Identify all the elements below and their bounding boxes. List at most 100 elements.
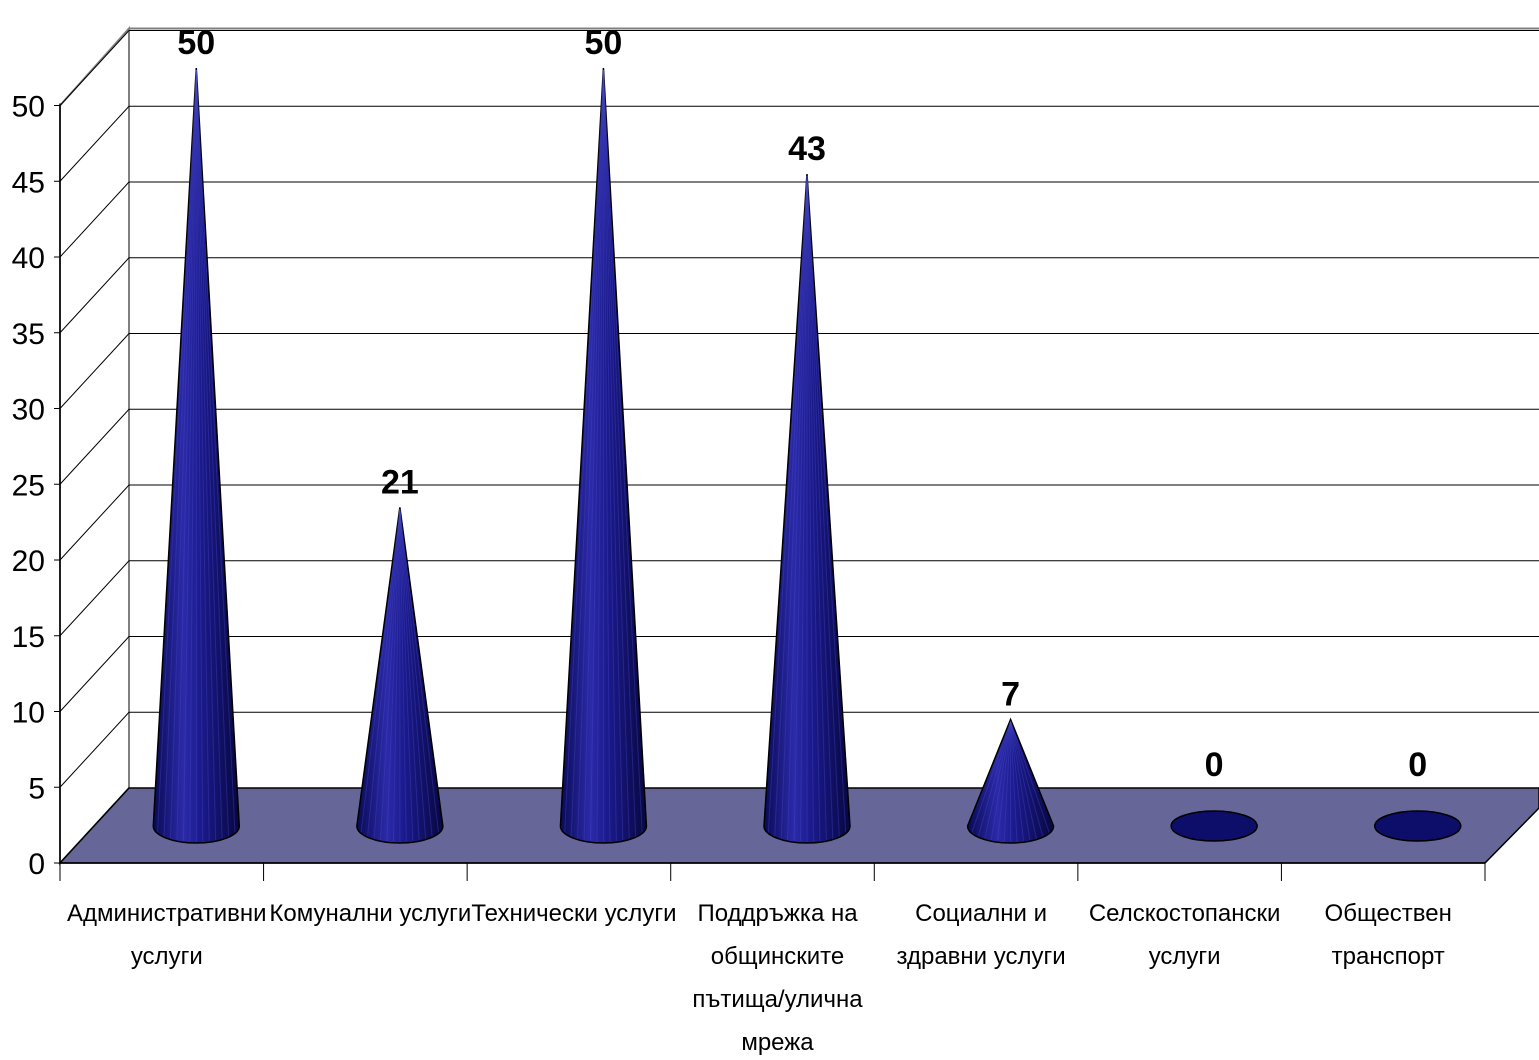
cone-streak	[195, 69, 223, 839]
y-tick-label: 10	[12, 697, 45, 730]
cone-streak	[787, 176, 808, 841]
cone-streak	[602, 69, 624, 841]
cone	[356, 507, 444, 844]
cone-streak	[189, 69, 197, 842]
back-wall	[129, 28, 1539, 788]
cone-streak	[157, 69, 197, 833]
category-label: Социални и здравни услуги	[896, 900, 1065, 970]
cone-streak	[806, 176, 827, 841]
cone-streak	[399, 509, 433, 837]
category-label: Поддръжка на общинските пътища/улична мрежа	[692, 900, 863, 1056]
cone-streak	[1010, 721, 1031, 841]
y-tick-label: 50	[12, 91, 45, 124]
cones	[152, 67, 1462, 844]
category-label: Селскостопански услуги	[1089, 900, 1281, 970]
gridline-side	[59, 105, 130, 182]
cone-streak	[774, 176, 808, 837]
cone-streak	[990, 721, 1012, 841]
cone-streak	[602, 69, 630, 839]
category-label: Обществен транспорт	[1325, 900, 1452, 970]
cone-streak	[392, 509, 401, 842]
chart-walls	[59, 25, 1539, 866]
cone	[763, 174, 851, 844]
category-label-line: Комунални услуги	[269, 900, 471, 927]
category-label-line: услуги	[131, 943, 203, 970]
gridlines	[59, 30, 1539, 788]
y-tick-label: 5	[28, 772, 45, 805]
data-label: 50	[585, 24, 623, 62]
cone-streak	[1010, 721, 1024, 842]
cone-streak	[1010, 721, 1050, 833]
gridline-side	[59, 408, 130, 485]
cone-streak	[977, 721, 1012, 837]
category-label-line: здравни услуги	[896, 943, 1065, 970]
cone-streak	[399, 509, 407, 842]
category-label-line: мрежа	[741, 1029, 814, 1056]
cone-body	[152, 67, 241, 844]
category-label-line: Технически услуги	[471, 900, 676, 927]
data-label: 7	[1001, 675, 1020, 713]
cone-streak	[793, 176, 808, 842]
cone-streak	[602, 69, 643, 833]
cone-streak	[399, 509, 420, 841]
cone	[966, 717, 1055, 844]
cone-body	[966, 717, 1055, 844]
gridline-side	[59, 711, 130, 788]
cone-streak	[380, 509, 401, 841]
cone-streak	[590, 69, 604, 842]
cone-streak	[564, 69, 604, 833]
cone-streak	[399, 509, 414, 842]
cone-streak	[800, 176, 808, 842]
category-label: Административни услуги	[67, 900, 267, 970]
cone-streak	[1010, 721, 1037, 839]
cone-streak	[169, 69, 197, 839]
y-tick-label: 0	[28, 848, 45, 881]
data-labels: 50 21 50 43 7 0 0	[177, 24, 1427, 784]
y-tick-label: 20	[12, 545, 45, 578]
category-label-line: пътища/улична	[692, 986, 863, 1013]
cone-streak	[806, 176, 814, 842]
category-label-line: Административни	[67, 900, 267, 927]
data-label: 0	[1408, 746, 1427, 784]
cone	[152, 67, 241, 844]
cone-streak	[367, 509, 401, 837]
category-label-line: Социални и	[915, 900, 1047, 927]
data-label: 21	[381, 463, 419, 501]
y-tick-label: 15	[12, 621, 45, 654]
gridline-side	[59, 560, 130, 637]
cone-streak	[163, 69, 197, 837]
axes	[59, 103, 1486, 881]
cone-streak	[997, 721, 1012, 842]
cone-body	[763, 174, 851, 844]
cone-streak	[602, 69, 617, 842]
side-wall	[59, 25, 130, 866]
y-axis-ticks: 0 5 10 15 20 25 30 35 40 45 50	[12, 91, 60, 881]
cone-streak	[780, 176, 808, 839]
cone-streak	[1003, 721, 1012, 842]
gridline-side	[59, 30, 130, 106]
category-label-line: услуги	[1149, 943, 1221, 970]
cone-streak	[360, 509, 401, 833]
category-label: Комунални услуги	[269, 900, 471, 927]
y-tick-label: 35	[12, 318, 45, 351]
data-label: 43	[788, 130, 826, 168]
category-label-line: общинските	[711, 943, 844, 970]
cone-streak	[195, 69, 217, 841]
cone	[1373, 810, 1462, 842]
cone-streak	[602, 69, 637, 837]
category-label-line: Обществен	[1325, 900, 1452, 927]
cone-streak	[806, 176, 840, 837]
gridline-side	[59, 257, 130, 334]
y-tick-label: 30	[12, 394, 45, 427]
y-tick-label: 25	[12, 469, 45, 502]
cone-streak	[806, 176, 821, 842]
category-label-line: транспорт	[1332, 943, 1445, 970]
cone-streak	[176, 69, 197, 841]
cone	[559, 67, 648, 844]
cone-streak	[195, 69, 210, 842]
gridline-side	[59, 636, 130, 712]
cone-streak	[399, 509, 427, 839]
cone-body	[356, 507, 444, 844]
cone-streak	[806, 176, 847, 833]
